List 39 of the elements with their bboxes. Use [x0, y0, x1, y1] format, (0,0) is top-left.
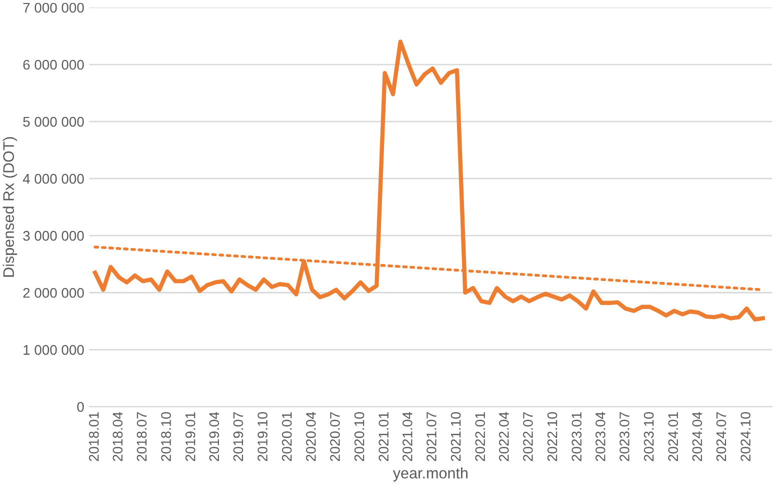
x-tick-label: 2021.10: [450, 412, 461, 462]
x-tick-label: 2020.07: [330, 412, 340, 462]
y-tick-label: 0: [77, 402, 84, 412]
x-tick-label: 2019.07: [233, 412, 244, 462]
x-tick-label: 2018.10: [161, 412, 171, 462]
x-tick-label: 2018.07: [136, 412, 147, 462]
x-tick-label: 2018.01: [88, 412, 99, 462]
y-tick-label: 6 000 000: [23, 60, 84, 70]
x-tick-label: 2024.01: [668, 412, 678, 462]
y-tick-label: 2 000 000: [23, 288, 84, 298]
y-tick-label: 3 000 000: [23, 230, 84, 241]
x-tick-label: 2020.01: [282, 412, 292, 462]
x-tick-label: 2019.10: [258, 412, 268, 462]
x-tick-label: 2022.04: [498, 412, 509, 462]
y-tick-label: 1 000 000: [24, 344, 84, 355]
x-tick-label: 2021.07: [426, 412, 436, 462]
x-tick-label: 2023.04: [595, 412, 606, 462]
x-axis-title: year.month: [392, 467, 468, 482]
x-tick-label: 2019.01: [185, 412, 196, 462]
y-tick-label: 7 000 000: [23, 2, 84, 13]
y-axis-title: Dispensed Rx (DOT): [2, 137, 18, 277]
x-tick-label: 2023.07: [620, 412, 630, 462]
x-tick-label: 2022.10: [547, 412, 558, 462]
x-tick-label: 2024.04: [692, 412, 702, 462]
x-tick-label: 2020.10: [354, 412, 364, 462]
x-tick-label: 2021.04: [402, 412, 412, 462]
y-tick-label: 4 000 000: [22, 174, 84, 184]
x-tick-label: 2023.10: [644, 412, 654, 462]
x-tick-label: 2024.07: [716, 412, 726, 462]
x-tick-label: 2019.04: [209, 412, 220, 462]
x-tick-label: 2021.01: [378, 412, 389, 462]
line-series: [92, 40, 765, 322]
y-tick-label: 5 000 000: [23, 116, 84, 127]
x-tick-label: 2023.01: [572, 412, 582, 462]
x-tick-label: 2022.07: [523, 412, 533, 462]
x-tick-label: 2018.04: [112, 412, 123, 462]
x-tick-label: 2024.10: [740, 412, 750, 462]
x-tick-label: 2020.04: [306, 412, 316, 462]
x-tick-label: 2022.01: [475, 412, 486, 462]
